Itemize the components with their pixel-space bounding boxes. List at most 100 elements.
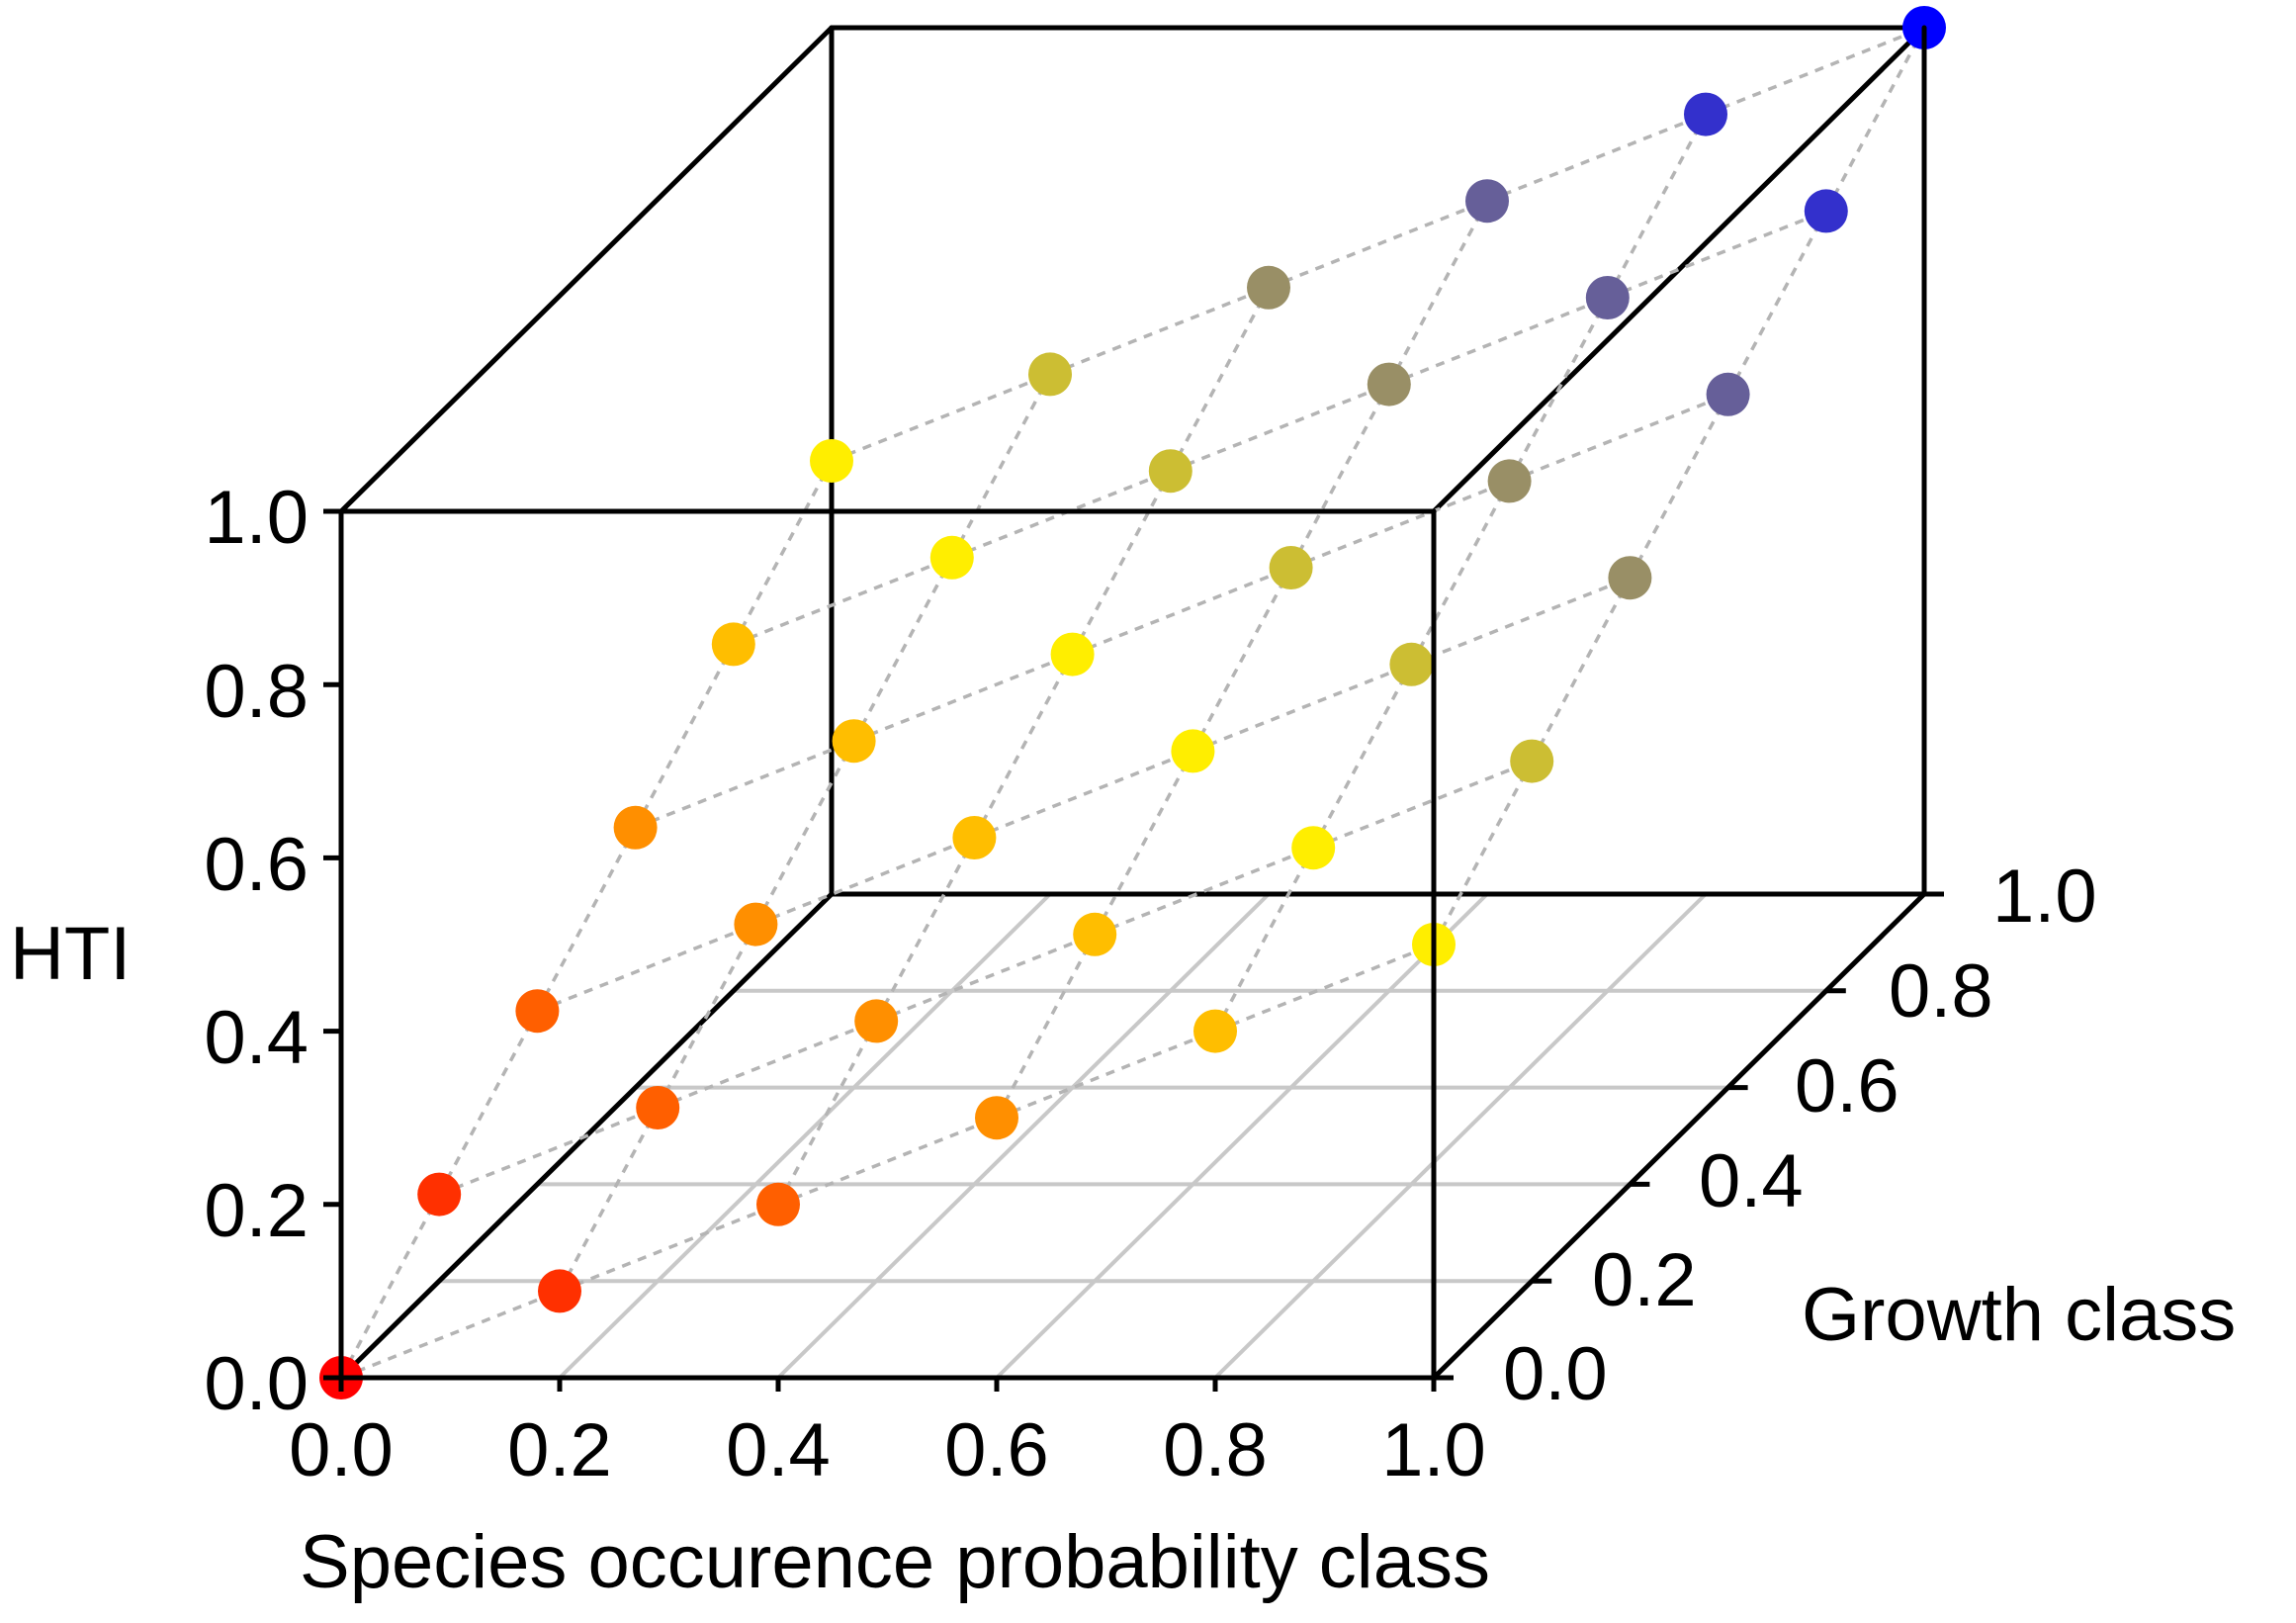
connector-line: [1607, 209, 1827, 300]
data-point: [975, 1096, 1018, 1140]
box-edge: [1431, 891, 1927, 1381]
connector-line: [1311, 663, 1413, 850]
connector-line: [1508, 297, 1610, 483]
data-point: [810, 439, 853, 483]
data-point: [1269, 546, 1313, 589]
connector-line: [1726, 210, 1828, 396]
connector-line: [1049, 286, 1270, 377]
data-point: [832, 719, 876, 764]
floor-grid: [439, 892, 1826, 1380]
connector-line: [1508, 393, 1729, 484]
data-point: [1608, 556, 1652, 600]
connector-line: [437, 1010, 539, 1196]
data-point: [1073, 912, 1117, 956]
z-tick-label: 0.6: [204, 823, 309, 907]
y-tick-label: 1.0: [1992, 855, 2097, 939]
box-edge: [338, 25, 835, 514]
data-point: [854, 999, 899, 1043]
data-point: [756, 1182, 800, 1226]
connector-line: [1432, 760, 1534, 946]
connector-line: [1071, 566, 1292, 657]
data-point: [613, 805, 658, 850]
data-point: [636, 1086, 680, 1129]
data-point: [1193, 1009, 1237, 1053]
connector-line: [875, 933, 1096, 1024]
x-tick-label: 0.8: [1163, 1408, 1268, 1492]
data-point: [417, 1172, 462, 1217]
connector-line: [1169, 286, 1271, 473]
connector-line: [1628, 393, 1730, 580]
connector-line: [951, 469, 1172, 560]
connector-line: [973, 749, 1194, 840]
data-point: [734, 902, 778, 947]
connector-line: [852, 556, 954, 743]
x-tick-label: 0.0: [289, 1408, 394, 1492]
connector-line: [536, 922, 757, 1013]
connector-line: [340, 1289, 561, 1380]
connector-line: [1214, 943, 1435, 1034]
y-axis-tick-labels: 0.0 0.2 0.4 0.6 0.8 1.0: [1503, 855, 2097, 1416]
connector-line: [950, 373, 1052, 559]
y-tick-label: 0.8: [1889, 949, 1993, 1034]
data-point: [1367, 362, 1411, 406]
connector-line: [1312, 759, 1533, 850]
box-edge: [1431, 25, 1927, 514]
z-tick-label: 0.0: [204, 1342, 309, 1426]
y-tick-label: 0.4: [1699, 1139, 1804, 1223]
data-point: [1804, 189, 1848, 233]
y-tick-label: 0.6: [1795, 1044, 1899, 1128]
data-point: [1148, 449, 1192, 494]
data-point: [1684, 92, 1727, 136]
connector-line: [1213, 847, 1315, 1033]
y-tick-label: 0.0: [1503, 1332, 1608, 1416]
z-axis-label: HTI: [10, 912, 131, 996]
data-point: [1487, 459, 1532, 503]
x-axis-tick-labels: 0.0 0.2 0.4 0.6 0.8 1.0: [289, 1408, 1486, 1492]
connector-line: [753, 740, 856, 926]
connector-line: [1387, 200, 1489, 386]
connector-line: [852, 652, 1074, 743]
data-point: [711, 622, 755, 667]
data-point: [1247, 265, 1290, 310]
x-tick-label: 0.2: [507, 1408, 612, 1492]
connector-line: [559, 1203, 779, 1294]
connector-line: [1486, 112, 1707, 203]
connector-line: [1409, 480, 1512, 666]
connector-line: [1289, 383, 1391, 569]
connector-line: [776, 1020, 878, 1206]
data-point: [1291, 826, 1336, 870]
box-front-edges: [338, 25, 1927, 1381]
floor-grid-line: [776, 892, 1271, 1380]
data-point: [1050, 632, 1095, 676]
connector-line: [733, 556, 953, 647]
connector-line: [1192, 663, 1413, 754]
connector-line: [1824, 27, 1926, 213]
connector-line: [438, 1106, 659, 1197]
axis-tick-marks: [323, 508, 1944, 1392]
data-point: [538, 1269, 581, 1313]
connector-line: [1093, 750, 1194, 936]
connector-line: [558, 1107, 660, 1293]
connector-line: [339, 1193, 441, 1379]
data-point: [1706, 372, 1750, 416]
connector-line: [634, 643, 736, 829]
x-axis-label: Species occurence probability class: [300, 1520, 1490, 1604]
data-point: [515, 989, 560, 1034]
x-tick-label: 1.0: [1381, 1408, 1486, 1492]
z-tick-label: 0.8: [204, 650, 309, 734]
connector-line: [656, 923, 757, 1109]
connector-line: [1388, 296, 1609, 387]
connector-line: [1289, 479, 1511, 570]
connector-line: [1410, 576, 1632, 667]
connector-line: [1268, 199, 1488, 290]
z-tick-label: 0.2: [204, 1169, 309, 1253]
data-point: [1510, 739, 1554, 783]
z-tick-label: 0.4: [204, 996, 309, 1080]
data-point: [1465, 179, 1509, 224]
z-axis-tick-labels: 0.0 0.2 0.4 0.6 0.8 1.0: [204, 476, 309, 1426]
connector-line: [657, 1019, 877, 1110]
box-back-edges: [338, 25, 1927, 1381]
y-tick-label: 0.2: [1592, 1238, 1697, 1322]
floor-grid-line: [995, 892, 1489, 1380]
